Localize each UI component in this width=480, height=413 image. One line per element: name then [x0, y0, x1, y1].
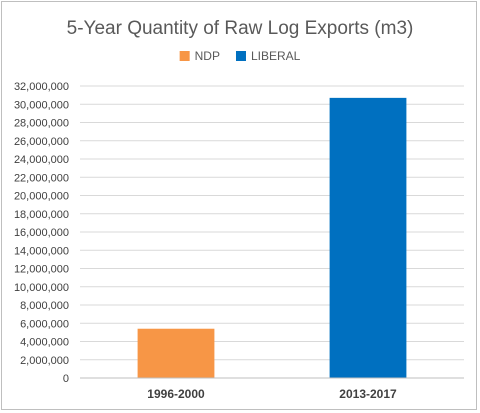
y-tick-label: 20,000,000 [14, 191, 69, 203]
y-tick-label: 14,000,000 [14, 245, 69, 257]
bar-liberal-2013-2017 [329, 97, 407, 379]
y-tick-label: 16,000,000 [14, 227, 69, 239]
y-tick-label: 0 [63, 373, 69, 385]
y-tick-label: 10,000,000 [14, 282, 69, 294]
y-tick-label: 4,000,000 [20, 337, 69, 349]
legend: NDP LIBERAL [179, 49, 301, 63]
bars [137, 97, 407, 379]
y-tick-label: 30,000,000 [14, 99, 69, 111]
y-tick-label: 12,000,000 [14, 264, 69, 276]
y-tick-label: 22,000,000 [14, 172, 69, 184]
chart-title: 5-Year Quantity of Raw Log Exports (m3) [67, 18, 414, 39]
y-tick-label: 8,000,000 [20, 300, 69, 312]
y-tick-label: 2,000,000 [20, 355, 69, 367]
y-tick-label: 26,000,000 [14, 136, 69, 148]
x-tick-label: 1996-2000 [147, 387, 205, 401]
legend-swatch-ndp [179, 51, 190, 61]
y-tick-label: 6,000,000 [20, 318, 69, 330]
y-axis-tick-labels: 0 2,000,000 4,000,000 6,000,000 8,000,000 10,… [14, 81, 69, 385]
y-tick-label: 24,000,000 [14, 154, 69, 166]
x-axis-tick-labels: 1996-2000 2013-2017 [147, 387, 397, 401]
legend-label-ndp: NDP [195, 49, 220, 63]
bar-ndp-1996-2000 [137, 328, 215, 378]
y-tick-label: 18,000,000 [14, 209, 69, 221]
legend-label-liberal: LIBERAL [251, 49, 301, 63]
y-tick-label: 32,000,000 [14, 81, 69, 93]
legend-swatch-liberal [235, 51, 246, 61]
x-tick-label: 2013-2017 [339, 387, 397, 401]
y-tick-label: 28,000,000 [14, 118, 69, 130]
